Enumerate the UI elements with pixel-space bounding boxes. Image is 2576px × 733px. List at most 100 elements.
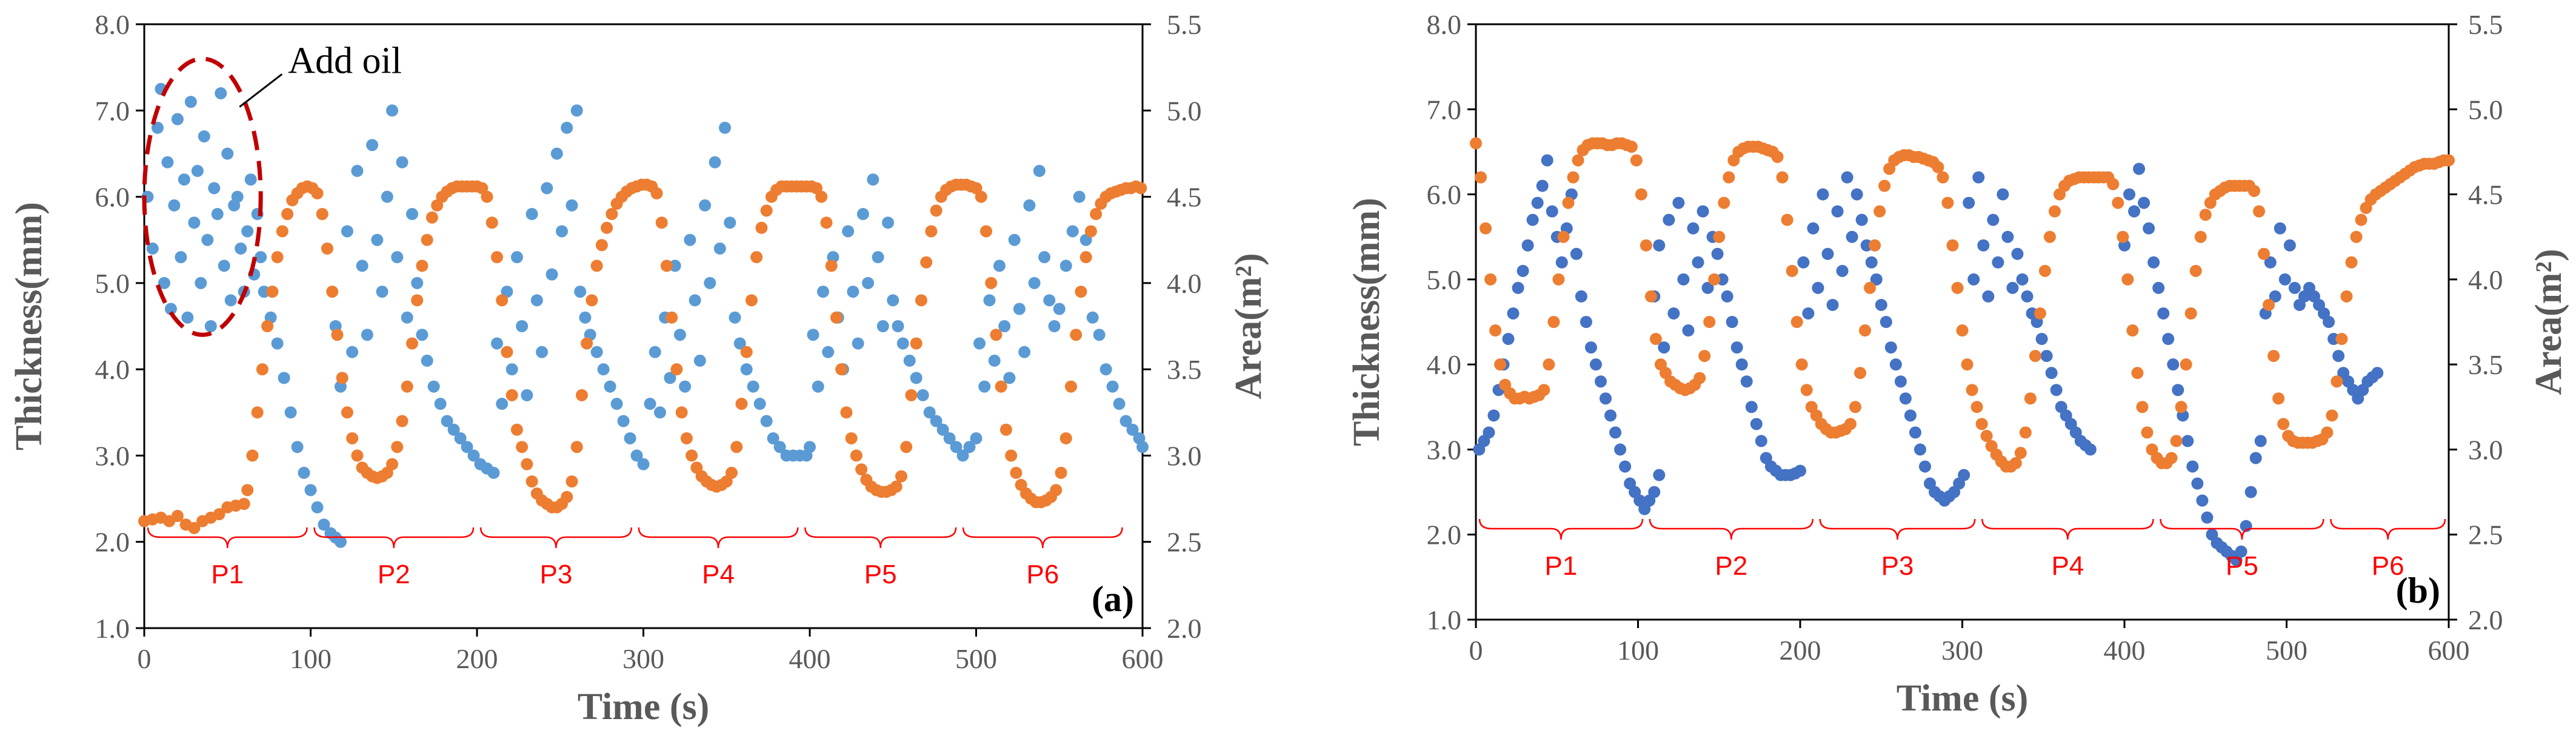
- data-point: [2235, 545, 2247, 558]
- data-point: [1909, 426, 1921, 439]
- data-point: [1010, 466, 1023, 479]
- data-point: [1644, 290, 1657, 303]
- data-point: [195, 276, 207, 289]
- data-point: [291, 441, 304, 454]
- series-area: [1470, 137, 2455, 473]
- y-tick-label: 8.0: [1427, 9, 1462, 40]
- data-point: [1970, 401, 1983, 413]
- data-point: [2011, 247, 2024, 260]
- y2-tick-label: 2.5: [1167, 527, 1202, 558]
- data-point: [856, 208, 869, 221]
- data-point: [2244, 486, 2257, 498]
- data-point: [1987, 213, 2000, 226]
- data-point: [1580, 316, 1592, 328]
- data-point: [905, 389, 918, 401]
- data-point: [990, 329, 1003, 341]
- y-tick-label: 1.0: [95, 613, 130, 644]
- data-point: [188, 521, 201, 534]
- data-point: [326, 286, 339, 298]
- data-point: [231, 190, 244, 203]
- data-point: [1878, 179, 1891, 192]
- data-point: [1963, 196, 1975, 209]
- data-point: [1526, 213, 1539, 226]
- data-point: [916, 389, 929, 401]
- data-point: [1028, 276, 1041, 289]
- add-oil-highlight-ellipse: [142, 56, 263, 337]
- data-point: [740, 363, 753, 376]
- y2-tick-label: 2.0: [1167, 613, 1202, 644]
- data-point: [331, 329, 344, 341]
- data-point: [680, 432, 693, 444]
- data-point: [2128, 205, 2141, 218]
- data-point: [490, 251, 503, 264]
- data-point: [1771, 150, 1784, 163]
- period-brace: [479, 527, 633, 549]
- data-point: [975, 190, 987, 203]
- data-point: [1698, 350, 1711, 363]
- data-point: [1850, 188, 1863, 201]
- data-point: [983, 294, 996, 307]
- data-point: [1567, 171, 1580, 184]
- data-point: [2267, 350, 2280, 363]
- data-point: [2024, 392, 2037, 405]
- panel-label: (a): [1092, 579, 1134, 619]
- data-point: [699, 199, 712, 212]
- data-point: [825, 259, 838, 272]
- data-point: [1997, 188, 2009, 201]
- data-point: [1730, 341, 1743, 354]
- data-point: [1946, 239, 1959, 252]
- data-point: [1079, 251, 1092, 264]
- data-point: [1064, 380, 1077, 393]
- data-point: [2269, 290, 2281, 303]
- x-axis-title: Time (s): [578, 686, 710, 728]
- y-tick-label: 4.0: [1427, 349, 1462, 380]
- data-point: [1600, 392, 1612, 405]
- data-point: [2258, 247, 2271, 260]
- data-point: [1093, 329, 1106, 341]
- data-point: [666, 311, 678, 324]
- data-point: [896, 337, 909, 350]
- data-point: [1502, 333, 1515, 346]
- data-point: [822, 346, 835, 358]
- data-point: [1543, 358, 1555, 371]
- data-point: [850, 449, 863, 462]
- period-label: P3: [539, 560, 572, 589]
- data-point: [351, 164, 364, 177]
- data-point: [999, 423, 1012, 436]
- data-point: [920, 256, 933, 269]
- data-point: [158, 276, 170, 289]
- data-point: [930, 204, 943, 217]
- data-point: [2050, 384, 2063, 397]
- data-point: [890, 480, 903, 493]
- data-point: [1536, 179, 1549, 192]
- data-point: [570, 441, 583, 454]
- data-point: [1609, 426, 1622, 439]
- data-point: [2162, 333, 2175, 346]
- data-point: [1844, 418, 1857, 430]
- data-point: [1572, 154, 1584, 167]
- data-point: [271, 251, 284, 264]
- data-point: [1859, 324, 1871, 337]
- data-point: [812, 380, 824, 393]
- data-point: [2016, 273, 2029, 286]
- data-point: [760, 415, 773, 427]
- data-point: [1630, 154, 1643, 167]
- data-point: [1570, 247, 1583, 260]
- data-point: [467, 449, 480, 462]
- y2-tick-label: 4.5: [1167, 182, 1202, 213]
- data-point: [2253, 205, 2266, 218]
- data-point: [963, 441, 976, 454]
- data-point: [1961, 358, 1974, 371]
- data-point: [1589, 358, 1602, 371]
- data-point: [689, 294, 701, 307]
- data-point: [304, 484, 317, 497]
- data-point: [411, 294, 424, 307]
- data-point: [2133, 162, 2146, 175]
- period-brace: [2330, 518, 2446, 540]
- period-label: P5: [2226, 551, 2258, 581]
- y2-tick-label: 4.0: [1167, 268, 1202, 299]
- data-point: [271, 337, 284, 350]
- y2-tick-label: 3.5: [2468, 349, 2503, 380]
- data-point: [2138, 196, 2151, 209]
- data-point: [601, 221, 613, 234]
